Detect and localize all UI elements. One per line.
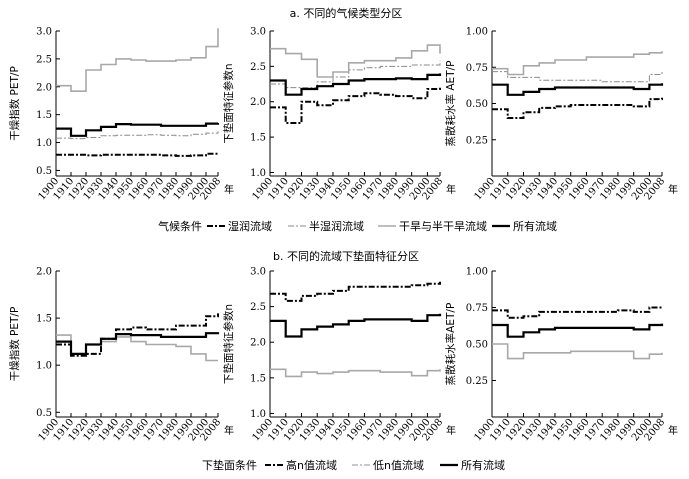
y-tick-label: 2.5 [250,302,266,313]
y-tick-label: 2.5 [250,62,266,73]
y-tick-label: 1.00 [466,267,488,278]
y-axis-label: 干燥指数 PET/P [8,307,21,382]
y-tick-label: 2.0 [36,82,52,93]
legend-a: 气候条件 湿润流域 半湿润流域 干旱与半干旱流域 所有流域 [158,219,557,233]
y-axis-label: 蒸散耗水率AET/P [444,303,457,386]
x-unit-label: 年 [224,424,234,437]
y-axis-label: 干燥指数 PET/P [8,66,21,141]
series-line [270,313,442,338]
series-line [56,131,219,140]
series-line [270,281,441,302]
y-tick-label: 1.5 [250,373,266,384]
series-line [270,86,441,124]
y-tick-label: 0.75 [466,63,488,74]
y-tick-label: 2.5 [36,54,52,65]
y-tick-label: 0.25 [466,135,488,146]
y-tick-label: 2.0 [250,97,266,108]
legend-b: 下垫面条件 高n值流域 低n值流域 所有流域 [202,458,505,472]
y-tick-label: 3.0 [36,27,52,38]
series-line [492,323,664,338]
legend-a-label-humid: 湿润流域 [228,219,272,233]
series-line [492,343,663,360]
series-line [56,313,219,357]
x-unit-label: 年 [446,424,456,437]
x-unit-label: 年 [446,183,456,196]
series-line [492,51,663,76]
x-unit-label: 年 [224,183,234,196]
y-tick-label: 1.5 [36,314,52,325]
chart-panels: 0.51.01.52.02.53.01900191019201930194019… [8,27,678,444]
y-tick-label: 1.0 [250,409,266,420]
legend-a-label-arid: 干旱与半干旱流域 [399,219,487,233]
series-line [56,334,218,362]
series-line [270,368,441,378]
y-tick-label: 2.0 [250,338,266,349]
y-tick-label: 1.5 [36,110,52,121]
y-tick-label: 3.0 [250,267,266,278]
legend-a-label-semihumid: 半湿润流域 [309,219,364,233]
y-tick-label: 0.5 [36,408,52,419]
series-line [56,28,219,92]
panel-b3: 0.250.500.751.00190019101920193019401950… [444,267,678,444]
y-tick-label: 1.00 [466,27,488,38]
y-tick-label: 1.0 [36,361,52,372]
legend-b-label-all: 所有流域 [461,458,505,472]
legend-a-label-all: 所有流域 [513,219,557,233]
series-line [492,306,662,319]
panel-b2: 1.01.52.02.53.01900191019201930194019501… [222,267,456,444]
series-line [56,122,220,137]
series-line [492,97,663,119]
y-axis-label: 下垫面特征参数n [222,304,235,384]
y-tick-label: 0.50 [466,340,488,351]
series-line [56,152,219,157]
y-axis-label: 下垫面特征参数n [222,63,235,143]
part-b-title: b. 不同的流域下垫面特征分区 [273,249,419,263]
y-tick-label: 2.0 [36,267,52,278]
y-tick-label: 1.0 [36,138,52,149]
y-axis-label: 蒸散耗水率 AET/P [444,61,457,147]
y-tick-label: 0.75 [466,303,488,314]
y-tick-label: 0.25 [466,376,488,387]
legend-a-title: 气候条件 [158,219,202,233]
series-line [492,83,664,96]
series-line [270,60,441,89]
series-line [56,332,220,355]
series-line [492,71,663,83]
panel-a2: 1.01.52.02.53.01900191019201930194019501… [222,27,456,203]
panel-b1: 0.51.01.52.01900191019201930194019501960… [8,267,234,444]
y-tick-label: 0.5 [36,166,52,177]
panel-a1: 0.51.01.52.02.53.01900191019201930194019… [8,27,234,203]
x-unit-label: 年 [668,424,678,437]
x-unit-label: 年 [668,183,678,196]
y-tick-label: 1.5 [250,133,266,144]
y-tick-label: 1.0 [250,168,266,179]
legend-b-title: 下垫面条件 [202,458,257,472]
part-a-title: a. 不同的气候类型分区 [290,6,403,20]
panel-a3: 0.250.500.751.00190019101920193019401950… [444,27,678,203]
legend-b-label-low-n: 低n值流域 [373,458,424,472]
series-line [270,73,442,96]
y-tick-label: 3.0 [250,27,266,38]
series-line [270,44,441,78]
legend-b-label-high-n: 高n值流域 [286,458,337,472]
y-tick-label: 0.50 [466,99,488,110]
